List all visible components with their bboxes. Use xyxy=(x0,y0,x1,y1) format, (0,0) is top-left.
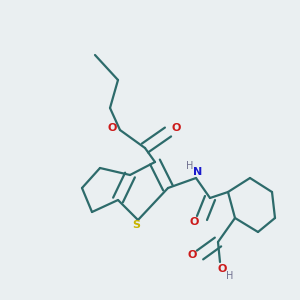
Text: O: O xyxy=(107,123,117,133)
Text: H: H xyxy=(186,161,194,171)
Text: H: H xyxy=(226,271,234,281)
Text: N: N xyxy=(194,167,202,177)
Text: O: O xyxy=(217,264,227,274)
Text: O: O xyxy=(187,250,197,260)
Text: O: O xyxy=(189,217,199,227)
Text: S: S xyxy=(132,220,140,230)
Text: O: O xyxy=(171,123,181,133)
